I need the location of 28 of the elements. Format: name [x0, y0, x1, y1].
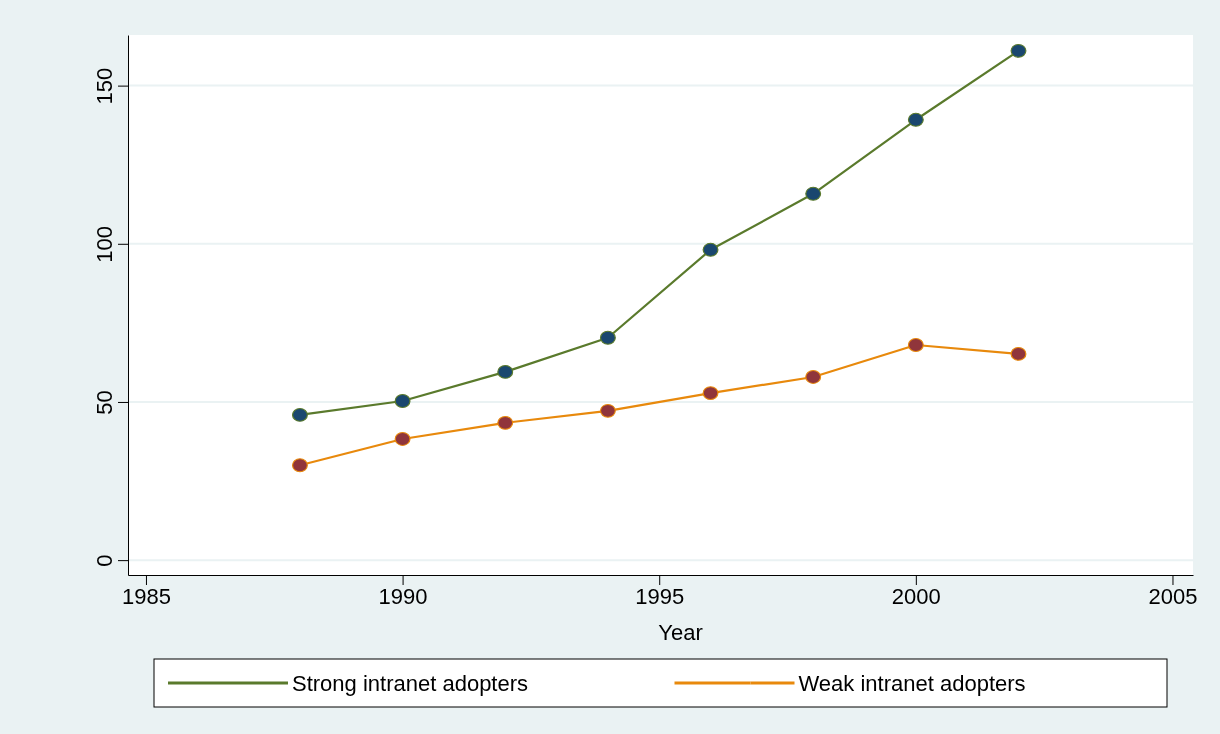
point: [394, 394, 411, 408]
point: [599, 403, 616, 418]
point: [702, 242, 719, 257]
x-tick-label: 1995: [635, 583, 685, 609]
y-tick-label: 100: [92, 225, 117, 263]
legend-label: Weak intranet adopters: [798, 671, 1026, 696]
point: [497, 364, 514, 379]
legend-label: Strong intranet adopters: [292, 671, 529, 696]
point: [805, 370, 822, 384]
point: [1010, 346, 1027, 361]
point: [907, 338, 924, 352]
point: [907, 112, 924, 127]
point: [702, 386, 719, 401]
point: [805, 186, 822, 201]
x-tick-label: 2000: [891, 583, 941, 609]
point: [394, 432, 411, 446]
point: [292, 458, 308, 473]
point: [599, 330, 616, 345]
x-tick-label: 2005: [1148, 583, 1198, 609]
y-tick-label: 0: [92, 554, 117, 567]
y-tick-label: 50: [92, 390, 117, 415]
x-tick-label: 1990: [378, 583, 428, 609]
point: [1010, 43, 1027, 58]
point: [497, 415, 514, 430]
point: [292, 407, 308, 422]
x-tick-label: 1985: [121, 583, 171, 609]
x-axis-title: Year: [658, 620, 703, 645]
y-tick-label: 150: [92, 67, 117, 105]
